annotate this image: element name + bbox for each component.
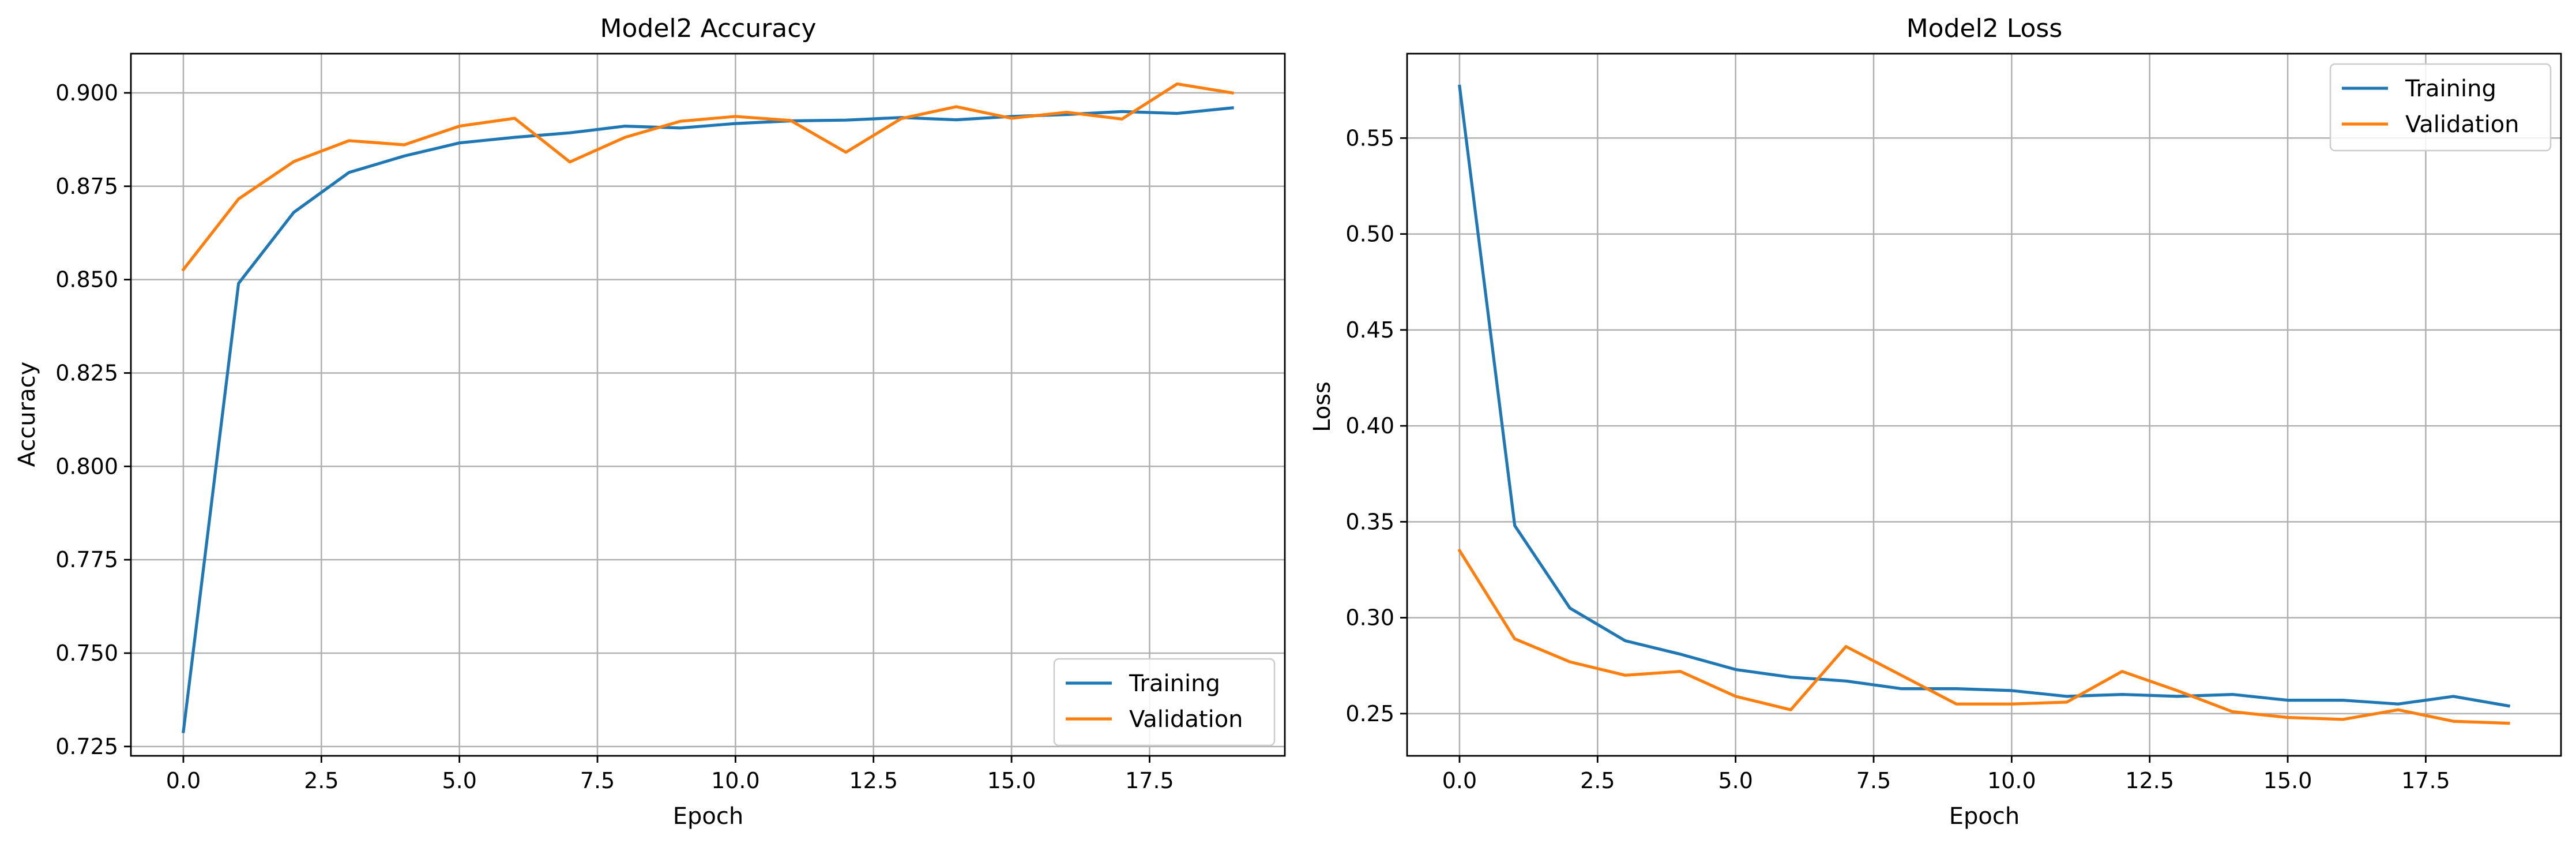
y-tick-label: 0.775 bbox=[55, 547, 118, 572]
y-tick-label: 0.25 bbox=[1345, 701, 1394, 726]
x-tick-label: 5.0 bbox=[442, 768, 476, 793]
y-tick-label: 0.50 bbox=[1345, 222, 1394, 247]
x-tick-label: 7.5 bbox=[1856, 768, 1891, 793]
series-lines bbox=[1457, 84, 2511, 725]
series-line-validation bbox=[181, 82, 1234, 272]
y-axis-ticks: 0.25 0.30 0.35 0.40 0.45 0.50 0.55 bbox=[1345, 125, 1407, 726]
y-tick-label: 0.825 bbox=[55, 360, 118, 385]
y-tick-label: 0.30 bbox=[1345, 605, 1394, 631]
x-tick-label: 10.0 bbox=[711, 768, 760, 793]
y-tick-label: 0.55 bbox=[1345, 125, 1394, 151]
y-axis-label: Accuracy bbox=[14, 362, 40, 467]
legend-label: Training bbox=[1129, 670, 1220, 697]
y-tick-label: 0.900 bbox=[55, 80, 118, 106]
plot-frame bbox=[1406, 53, 2562, 757]
y-tick-label: 0.40 bbox=[1345, 413, 1394, 439]
y-tick-label: 0.850 bbox=[55, 267, 118, 293]
x-tick-label: 0.0 bbox=[166, 768, 201, 793]
x-tick-label: 0.0 bbox=[1442, 768, 1477, 793]
legend-box bbox=[1053, 658, 1276, 747]
y-axis-ticks: 0.725 0.750 0.775 0.800 0.825 0.850 0.875 0.900 bbox=[55, 80, 131, 759]
plot-frame bbox=[130, 53, 1286, 757]
x-tick-label: 17.5 bbox=[2401, 768, 2450, 793]
x-tick-label: 15.0 bbox=[2263, 768, 2312, 793]
series-lines bbox=[181, 82, 1234, 733]
x-tick-label: 2.5 bbox=[304, 768, 339, 793]
y-tick-label: 0.875 bbox=[55, 174, 118, 199]
series-line-validation bbox=[1457, 548, 2510, 725]
legend-label: Training bbox=[2405, 76, 2496, 102]
x-axis-label: Epoch bbox=[1949, 803, 2020, 830]
loss-chart: Model2 Loss Epoch Loss 0.0 2.5 5.0 7.5 10.0 1… bbox=[1309, 14, 2562, 830]
y-axis-label: Loss bbox=[1309, 381, 1336, 432]
series-line-training bbox=[182, 106, 1234, 733]
y-tick-label: 0.725 bbox=[55, 734, 118, 759]
x-axis-ticks: 0.0 2.5 5.0 7.5 10.0 12.5 15.0 17.5 bbox=[1442, 756, 2450, 793]
accuracy-chart: Model2 Accuracy Epoch Accuracy 0.0 2.5 5.0… bbox=[14, 14, 1286, 830]
grid-lines bbox=[131, 54, 1285, 756]
y-tick-label: 0.750 bbox=[55, 640, 118, 666]
legend: Training Validation bbox=[2329, 63, 2552, 152]
series-line-training bbox=[1458, 84, 2511, 708]
legend-label: Validation bbox=[2405, 111, 2519, 138]
x-tick-label: 12.5 bbox=[2125, 768, 2174, 793]
chart-title: Model2 Accuracy bbox=[600, 14, 817, 43]
legend-box bbox=[2329, 63, 2552, 152]
legend-label: Validation bbox=[1129, 706, 1243, 733]
y-tick-label: 0.800 bbox=[55, 454, 118, 479]
x-axis-label: Epoch bbox=[673, 803, 743, 830]
x-tick-label: 15.0 bbox=[987, 768, 1036, 793]
x-tick-label: 2.5 bbox=[1580, 768, 1615, 793]
y-tick-label: 0.45 bbox=[1345, 317, 1394, 343]
chart-title: Model2 Loss bbox=[1906, 14, 2063, 43]
y-tick-label: 0.35 bbox=[1345, 509, 1394, 534]
x-tick-label: 5.0 bbox=[1718, 768, 1753, 793]
x-tick-label: 7.5 bbox=[580, 768, 615, 793]
x-tick-label: 17.5 bbox=[1125, 768, 1174, 793]
x-tick-label: 10.0 bbox=[1987, 768, 2036, 793]
x-axis-ticks: 0.0 2.5 5.0 7.5 10.0 12.5 15.0 17.5 bbox=[166, 756, 1174, 793]
x-tick-label: 12.5 bbox=[849, 768, 898, 793]
legend: Training Validation bbox=[1053, 658, 1276, 747]
